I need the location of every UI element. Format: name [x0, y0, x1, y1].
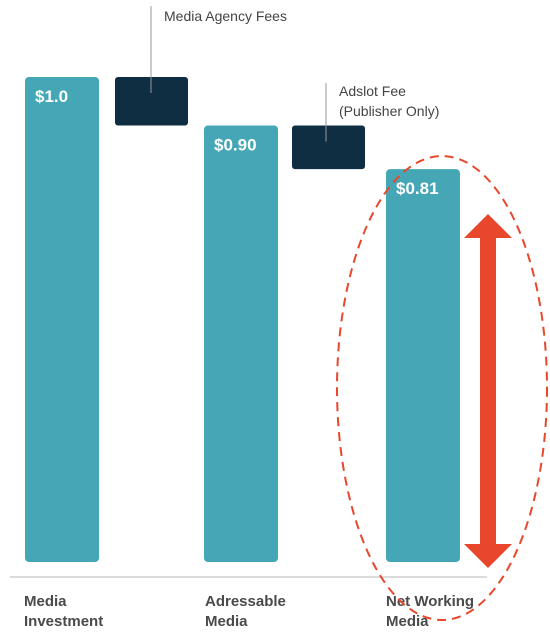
category-label-3: Net Working Media — [386, 593, 474, 630]
highlight-ellipse — [336, 155, 548, 621]
double-arrow-icon — [464, 214, 512, 568]
fee-label-1: Media Agency Fees — [164, 8, 287, 24]
bar-1 — [25, 77, 99, 562]
bar-value-label-3: $0.81 — [396, 179, 439, 198]
bar-3 — [386, 169, 460, 562]
bar-value-label-2: $0.90 — [214, 136, 257, 155]
bar-value-label-1: $1.0 — [35, 87, 68, 106]
fee-label-2: Adslot Fee (Publisher Only) — [339, 83, 439, 119]
bar-2 — [204, 125, 278, 562]
fee-block-2 — [292, 125, 365, 170]
category-label-2: Adressable Media — [205, 593, 286, 630]
category-label-1: Media Investment — [24, 593, 103, 630]
fee-block-1 — [115, 77, 188, 126]
